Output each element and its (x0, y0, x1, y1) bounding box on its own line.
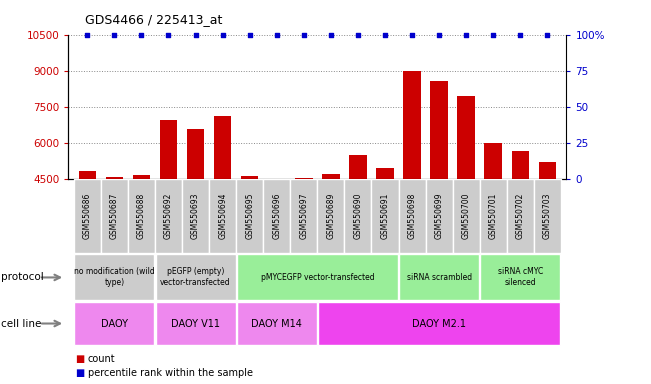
Text: GDS4466 / 225413_at: GDS4466 / 225413_at (85, 13, 222, 26)
Point (190, 31, 201, 38)
Bar (534, 179, 561, 253)
Bar (156, 302, 236, 345)
Text: pMYCEGFP vector-transfected: pMYCEGFP vector-transfected (260, 273, 374, 282)
Bar (398, 179, 426, 253)
Bar (74, 255, 154, 300)
Text: percentile rank within the sample: percentile rank within the sample (88, 368, 253, 378)
Text: GSM550698: GSM550698 (408, 193, 417, 239)
Point (245, 31, 255, 38)
Text: GSM550696: GSM550696 (272, 193, 281, 239)
Bar (156, 255, 236, 300)
Bar (209, 179, 236, 253)
Text: GSM550693: GSM550693 (191, 193, 200, 239)
Bar (268, 179, 286, 286)
Bar (105, 177, 123, 286)
Bar (133, 175, 150, 286)
Bar (318, 179, 344, 253)
Text: count: count (88, 354, 115, 364)
Point (82, 31, 92, 38)
Bar (79, 171, 96, 286)
Bar (344, 179, 372, 253)
Bar (214, 116, 231, 286)
Bar (236, 179, 263, 253)
Point (488, 31, 499, 38)
Bar (426, 179, 452, 253)
Bar (237, 255, 398, 300)
Point (109, 31, 120, 38)
Bar (372, 179, 398, 253)
Bar (237, 302, 317, 345)
Point (163, 31, 174, 38)
Text: GSM550695: GSM550695 (245, 193, 254, 239)
Text: GSM550699: GSM550699 (435, 193, 444, 239)
Point (515, 31, 525, 38)
Bar (458, 96, 475, 286)
Bar (480, 255, 561, 300)
Point (271, 31, 282, 38)
Point (136, 31, 146, 38)
Text: GSM550703: GSM550703 (543, 193, 552, 239)
Point (542, 31, 553, 38)
Point (380, 31, 390, 38)
Text: DAOY: DAOY (101, 318, 128, 329)
Point (434, 31, 445, 38)
Text: GSM550686: GSM550686 (83, 193, 92, 239)
Bar (263, 179, 290, 253)
Text: ■: ■ (75, 354, 84, 364)
Bar (74, 302, 154, 345)
Text: DAOY M14: DAOY M14 (251, 318, 302, 329)
Text: GSM550700: GSM550700 (462, 193, 471, 239)
Bar (404, 71, 421, 286)
Bar (74, 179, 101, 253)
Text: GSM550691: GSM550691 (381, 193, 389, 239)
Point (299, 31, 309, 38)
Bar (159, 120, 177, 286)
Text: siRNA cMYC
silenced: siRNA cMYC silenced (498, 267, 543, 288)
Text: pEGFP (empty)
vector-transfected: pEGFP (empty) vector-transfected (160, 267, 231, 288)
Bar (241, 176, 258, 286)
Bar (349, 155, 367, 286)
Bar (430, 81, 448, 286)
Bar (512, 151, 529, 286)
Bar (318, 302, 561, 345)
Point (353, 31, 363, 38)
Text: GSM550702: GSM550702 (516, 193, 525, 239)
Text: GSM550688: GSM550688 (137, 193, 146, 239)
Text: protocol: protocol (1, 272, 44, 283)
Point (407, 31, 417, 38)
Point (217, 31, 228, 38)
Text: GSM550692: GSM550692 (164, 193, 173, 239)
Bar (376, 168, 394, 286)
Bar (290, 179, 318, 253)
Text: cell line: cell line (1, 318, 42, 329)
Bar (128, 179, 155, 253)
Bar (187, 129, 204, 286)
Text: GSM550697: GSM550697 (299, 193, 309, 239)
Text: DAOY M2.1: DAOY M2.1 (412, 318, 466, 329)
Bar (322, 174, 340, 286)
Text: GSM550689: GSM550689 (326, 193, 335, 239)
Bar (182, 179, 209, 253)
Text: GSM550687: GSM550687 (110, 193, 119, 239)
Bar (480, 179, 507, 253)
Text: no modification (wild
type): no modification (wild type) (74, 267, 155, 288)
Text: GSM550694: GSM550694 (218, 193, 227, 239)
Bar (295, 178, 312, 286)
Bar (452, 179, 480, 253)
Text: ■: ■ (75, 368, 84, 378)
Bar (538, 162, 556, 286)
Text: GSM550690: GSM550690 (353, 193, 363, 239)
Bar (101, 179, 128, 253)
Point (461, 31, 471, 38)
Text: DAOY V11: DAOY V11 (171, 318, 220, 329)
Bar (507, 179, 534, 253)
Bar (155, 179, 182, 253)
Point (326, 31, 336, 38)
Text: siRNA scrambled: siRNA scrambled (407, 273, 472, 282)
Bar (484, 143, 502, 286)
Text: GSM550701: GSM550701 (489, 193, 498, 239)
Bar (399, 255, 479, 300)
